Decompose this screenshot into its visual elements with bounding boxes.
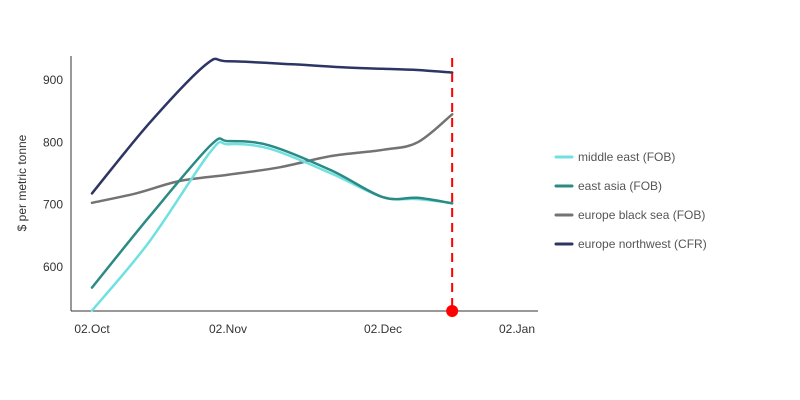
series-line-middle-east-fob [90,140,454,312]
legend-label-middle-east-fob: middle east (FOB) [578,150,675,164]
x-axis-ticks: 02.Oct 02.Nov 02.Dec 02.Jan [74,322,535,336]
legend: middle east (FOB) east asia (FOB) europe b… [554,150,707,251]
y-tick-label: 900 [43,73,63,87]
y-tick-label: 800 [43,135,63,149]
y-axis-title: $ per metric tonne [15,134,29,231]
x-tick-label: 02.Oct [74,322,110,336]
series-line-europe-black-sea-fob [90,113,454,205]
y-axis-ticks: 600 700 800 900 [43,73,63,274]
series-line-europe-northwest-cfr [90,57,454,195]
y-tick-label: 700 [43,198,63,212]
series-line-east-asia-fob [90,137,454,289]
date-marker [446,58,459,317]
x-tick-label: 02.Jan [499,322,535,336]
x-tick-label: 02.Dec [364,322,402,336]
x-tick-label: 02.Nov [209,322,247,336]
legend-label-europe-northwest-cfr: europe northwest (CFR) [578,237,707,251]
marker-dot [446,305,459,317]
y-tick-label: 600 [43,260,63,274]
legend-label-east-asia-fob: east asia (FOB) [578,179,662,193]
legend-label-europe-black-sea-fob: europe black sea (FOB) [578,208,705,222]
series-group [90,57,454,312]
